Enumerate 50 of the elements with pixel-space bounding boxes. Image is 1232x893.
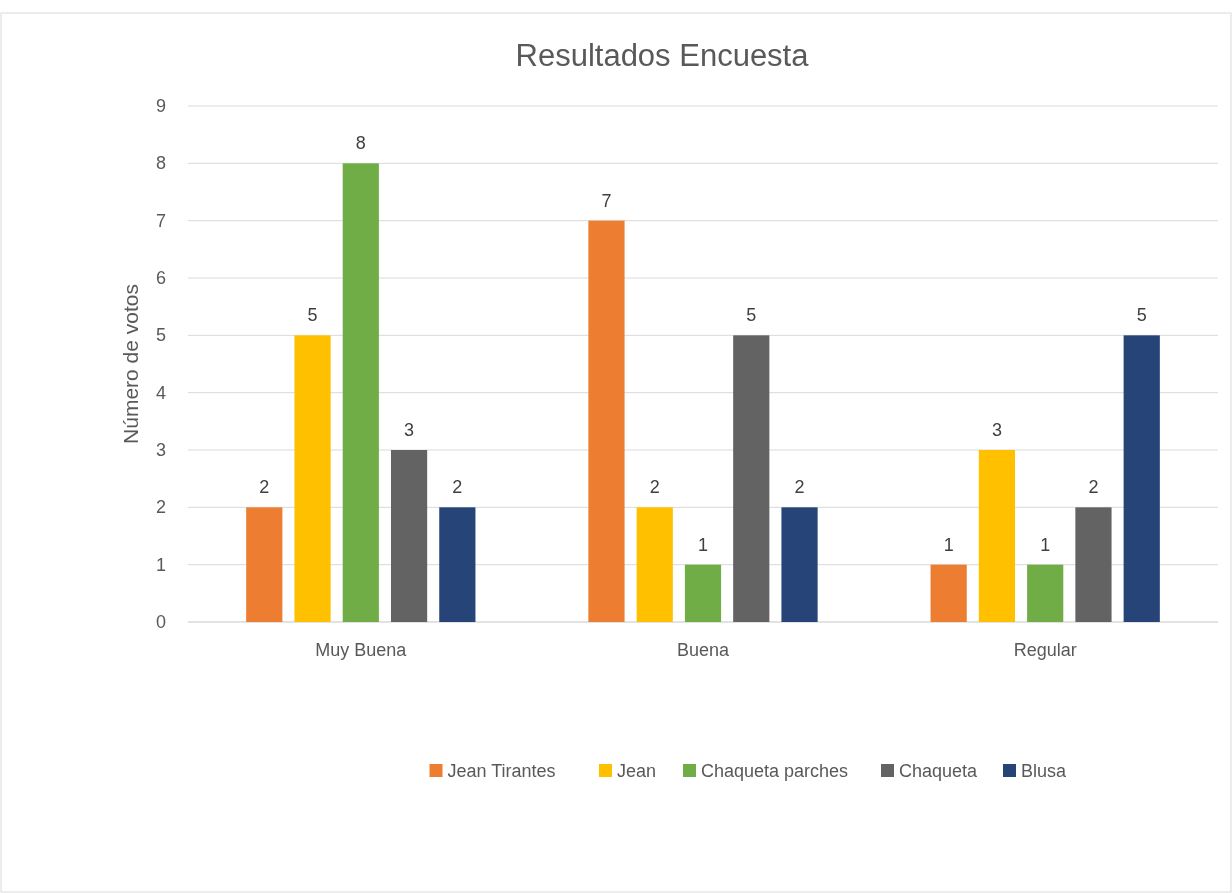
y-tick-label: 0 [155,612,166,632]
data-label: 1 [943,534,954,555]
y-tick-label: 9 [155,96,166,116]
data-label: 7 [601,190,612,211]
chart-title: Resultados Encuesta [515,38,810,73]
x-tick-label: Regular [1013,640,1077,660]
data-label: 5 [307,305,318,326]
bar [1027,564,1064,622]
data-label: 2 [794,477,805,498]
data-label: 1 [697,534,709,555]
x-tick-label: Buena [676,640,731,660]
y-tick-label: 2 [155,497,166,518]
data-label: 2 [259,477,270,498]
bar [439,507,476,622]
y-tick-label: 5 [155,325,166,346]
x-tick-label: Muy Buena [315,640,408,660]
y-tick-label: 1 [155,554,166,575]
data-label: 2 [1088,477,1099,498]
data-label: 5 [746,305,757,326]
data-label: 8 [355,133,366,154]
legend-label: Chaqueta [899,761,979,781]
bar [636,507,673,622]
data-label: 5 [1136,305,1147,326]
bar [930,564,967,622]
data-label: 3 [991,420,1002,440]
y-tick-label: 6 [155,268,166,288]
legend-label: Chaqueta parches [701,761,849,781]
legend-label: Blusa [1021,761,1068,781]
data-label: 1 [1040,534,1051,555]
legend-label: Jean [617,761,657,781]
bar [1123,335,1160,622]
bar [246,507,283,622]
bar [733,335,770,622]
bar [588,220,625,622]
data-label: 2 [452,477,463,498]
y-tick-label: 8 [155,153,166,174]
bar [390,450,428,622]
y-tick-label: 3 [155,440,166,460]
bar [294,335,331,622]
y-tick-label: 4 [155,382,166,403]
legend-label: Jean Tirantes [447,761,556,781]
data-label: 3 [404,420,415,440]
data-label: 2 [649,477,660,498]
bar [978,450,1016,622]
bar [781,507,818,622]
y-axis-title: Número de votos [119,284,142,444]
bar [342,163,379,622]
y-tick-label: 7 [155,210,166,231]
bar [684,564,722,622]
bar [1075,507,1112,622]
